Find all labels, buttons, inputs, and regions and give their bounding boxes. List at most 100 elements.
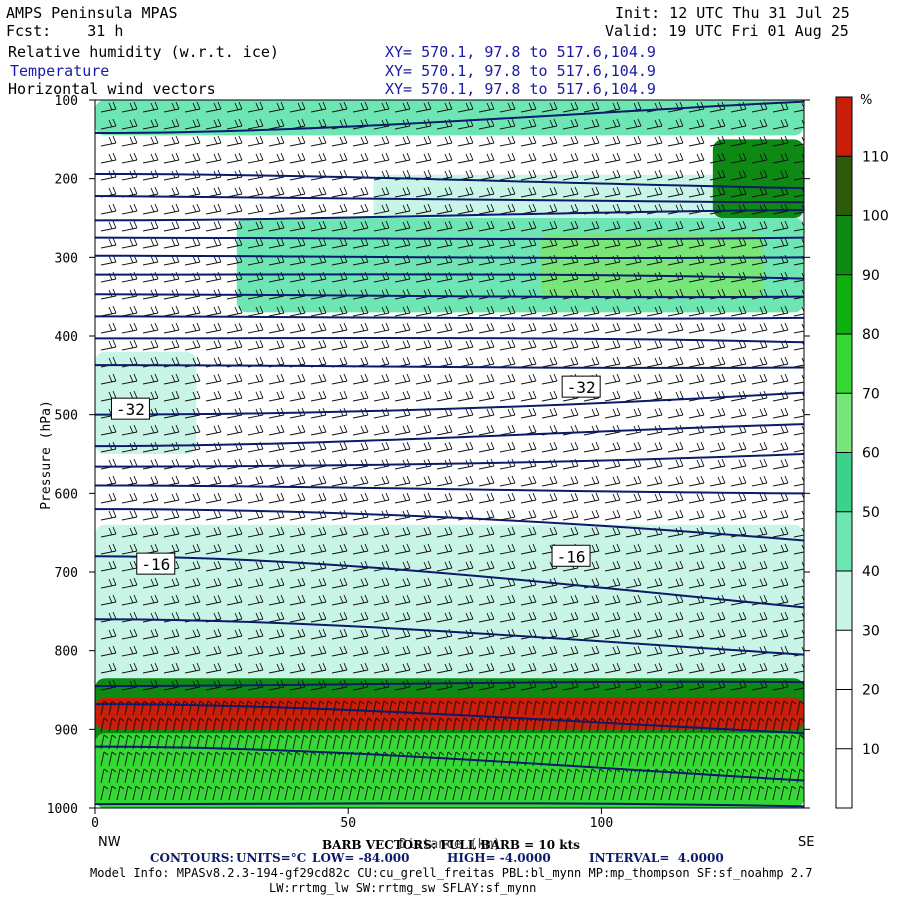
wind-barb [457,611,474,623]
wind-barb [132,768,141,784]
y-tick-label: 100 [55,94,78,109]
wind-barb [452,768,461,784]
wind-barb [748,700,757,716]
wind-barb [436,611,453,623]
wind-barb [684,785,693,801]
wind-barb [121,152,138,164]
wind-barb [667,492,684,504]
isotherm-line [95,172,804,190]
wind-barb [142,101,159,113]
wind-barb [604,339,621,351]
wind-barb [667,220,684,232]
wind-barb [404,785,413,801]
wind-barb [688,458,705,470]
wind-barb [394,339,411,351]
wind-barb [284,768,293,784]
wind-barb [196,785,205,801]
wind-barb [772,560,789,572]
wind-barb [121,237,138,249]
wind-barb [625,560,642,572]
wind-barb [212,717,221,733]
wind-barb [572,734,581,750]
wind-barb [499,339,516,351]
wind-barb [356,700,365,716]
wind-barb [740,700,749,716]
wind-barb [289,152,306,164]
wind-barb [300,768,309,784]
wind-barb [100,662,117,674]
wind-barb [499,305,516,317]
wind-barb [457,101,474,113]
wind-barb [308,734,317,750]
wind-barb [516,734,525,750]
wind-barb [310,543,327,555]
wind-barb [260,768,269,784]
wind-barb [625,135,642,147]
plot-frame [94,99,805,809]
wind-barb [646,373,663,385]
wind-barb [180,785,189,801]
wind-barb [428,734,437,750]
wind-barb [420,717,429,733]
wind-barb [348,700,357,716]
wind-barb [205,339,222,351]
wind-barb [562,135,579,147]
wind-barb [667,135,684,147]
wind-barb [373,186,390,198]
wind-barb [667,152,684,164]
wind-barb [300,785,309,801]
contour-label-box [561,375,601,398]
colorbar-segment [836,97,852,157]
wind-barb [730,577,747,589]
wind-barb [205,390,222,402]
colorbar-segment [836,689,852,749]
wind-barb [108,768,117,784]
wind-barb [772,577,789,589]
wind-barb [751,169,768,181]
wind-barb [415,662,432,674]
wind-barb [226,594,243,606]
wind-barb [373,220,390,232]
wind-barb [562,407,579,419]
wind-barb [436,373,453,385]
wind-barb [644,751,653,767]
wind-barb [780,751,789,767]
wind-barb [520,322,537,334]
wind-barb [436,751,445,767]
wind-barb [688,373,705,385]
wind-barb [205,118,222,130]
wind-barb [331,305,348,317]
wind-barb [310,526,327,538]
contours-high: HIGH= -4.0000 [447,851,551,865]
wind-barb [142,203,159,215]
isotherm-line [95,364,804,369]
se-end-label: SE [798,835,814,850]
wind-barb [331,594,348,606]
wind-barb [324,717,333,733]
colorbar-segment [836,334,852,394]
wind-barb [100,135,117,147]
wind-barb [121,577,138,589]
wind-barb [121,424,138,436]
wind-barb [484,734,493,750]
wind-barb [394,577,411,589]
wind-barb [331,543,348,555]
contour-label-box [551,544,591,567]
wind-barb [300,717,309,733]
wind-barb [457,322,474,334]
wind-barb [541,475,558,487]
isotherm-line [95,273,804,280]
colorbar-tick-label: 60 [862,446,880,462]
wind-barb [667,169,684,181]
wind-barb [260,717,269,733]
wind-barb [292,751,301,767]
wind-barb [420,734,429,750]
wind-barb [748,751,757,767]
wind-barb [772,475,789,487]
wind-barb [468,717,477,733]
wind-barb [289,322,306,334]
wind-barb [268,220,285,232]
wind-barb [163,203,180,215]
wind-barb [163,509,180,521]
colorbar-segment [836,748,852,808]
